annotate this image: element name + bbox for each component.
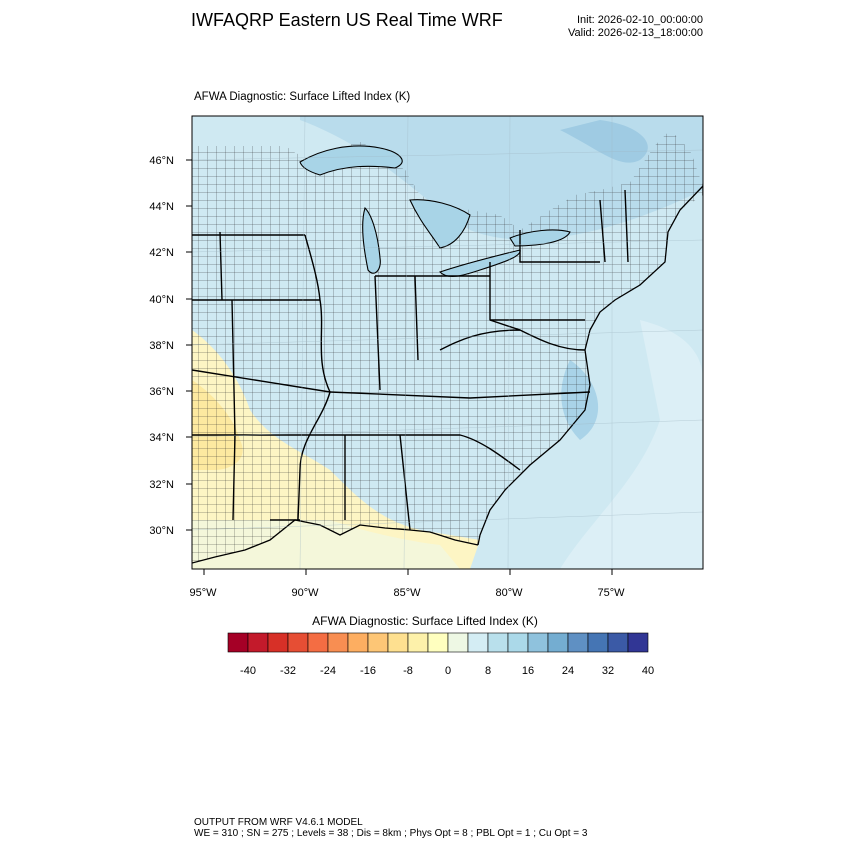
colorbar-tick-label: 16 bbox=[522, 665, 534, 677]
colorbar-tick-label: 32 bbox=[602, 665, 614, 677]
lake-huron bbox=[409, 199, 471, 249]
lake-ontario bbox=[509, 229, 571, 247]
lat-label: 32°N bbox=[149, 479, 174, 491]
colorbar-swatch bbox=[287, 632, 309, 653]
colorbar-swatch bbox=[467, 632, 489, 653]
field-most-stable-region bbox=[560, 120, 648, 163]
colorbar-swatch bbox=[607, 632, 629, 653]
lat-label: 46°N bbox=[149, 155, 174, 167]
lat-label: 40°N bbox=[149, 294, 174, 306]
map-area bbox=[192, 116, 703, 569]
colorbar-tick-label: -40 bbox=[240, 665, 256, 677]
colorbar-swatch bbox=[567, 632, 589, 653]
colorbar-tick-label: -32 bbox=[280, 665, 296, 677]
colorbar-tick-label: -8 bbox=[403, 665, 413, 677]
colorbar-swatch bbox=[327, 632, 349, 653]
lake-superior bbox=[299, 145, 403, 176]
plot-frame bbox=[191, 115, 704, 570]
page-title: IWFAQRP Eastern US Real Time WRF bbox=[191, 10, 503, 30]
lat-label: 34°N bbox=[149, 432, 174, 444]
lon-labels: 95°W 90°W 85°W 80°W 75°W bbox=[189, 587, 625, 599]
footer-config-info: WE = 310 ; SN = 275 ; Levels = 38 ; Dis … bbox=[194, 828, 588, 839]
colorbar-tick-label: -24 bbox=[320, 665, 336, 677]
colorbar-tick-label: 0 bbox=[445, 665, 451, 677]
colorbar-swatch bbox=[307, 632, 329, 653]
init-time-label: Init: 2026-02-10_00:00:00 bbox=[577, 14, 703, 26]
colorbar-swatch bbox=[587, 632, 609, 653]
colorbar-swatch bbox=[227, 632, 249, 653]
colorbar-swatch bbox=[547, 632, 569, 653]
graticule bbox=[192, 116, 703, 569]
colorbar-swatch bbox=[407, 632, 429, 653]
lon-label: 80°W bbox=[495, 587, 523, 599]
colorbar-swatch bbox=[487, 632, 509, 653]
lon-label: 85°W bbox=[393, 587, 421, 599]
colorbar-swatch bbox=[367, 632, 389, 653]
colorbar-tick-label: 24 bbox=[562, 665, 574, 677]
lake-michigan bbox=[362, 206, 381, 274]
colorbar bbox=[227, 632, 649, 653]
colorbar-swatch bbox=[387, 632, 409, 653]
lon-label: 95°W bbox=[189, 587, 217, 599]
colorbar-tick-label: 8 bbox=[485, 665, 491, 677]
colorbar-title: AFWA Diagnostic: Surface Lifted Index (K… bbox=[312, 614, 538, 628]
colorbar-swatch bbox=[527, 632, 549, 653]
lat-label: 44°N bbox=[149, 201, 174, 213]
colorbar-swatch bbox=[507, 632, 529, 653]
colorbar-tick-label: 40 bbox=[642, 665, 654, 677]
field-ocean bbox=[560, 320, 703, 569]
colorbar-swatch bbox=[267, 632, 289, 653]
colorbar-tick-label: -16 bbox=[360, 665, 376, 677]
colorbar-swatch bbox=[347, 632, 369, 653]
lat-label: 42°N bbox=[149, 247, 174, 259]
lat-label: 30°N bbox=[149, 525, 174, 537]
valid-time-label: Valid: 2026-02-13_18:00:00 bbox=[568, 27, 703, 39]
colorbar-swatch bbox=[427, 632, 449, 653]
axis-ticks bbox=[186, 159, 613, 575]
lat-label: 36°N bbox=[149, 386, 174, 398]
lon-label: 75°W bbox=[597, 587, 625, 599]
colorbar-labels: -40 -32 -24 -16 -8 0 8 16 24 32 40 bbox=[240, 665, 654, 677]
state-boundaries bbox=[192, 189, 629, 531]
lat-labels: 46°N 44°N 42°N 40°N 38°N 36°N 34°N 32°N … bbox=[149, 155, 174, 537]
footer-model-info: OUTPUT FROM WRF V4.6.1 MODEL bbox=[194, 817, 363, 828]
lat-label: 38°N bbox=[149, 340, 174, 352]
colorbar-swatch bbox=[447, 632, 469, 653]
colorbar-swatch bbox=[627, 632, 649, 653]
colorbar-swatch bbox=[247, 632, 269, 653]
plot-subtitle: AFWA Diagnostic: Surface Lifted Index (K… bbox=[194, 91, 411, 103]
lon-label: 90°W bbox=[291, 587, 319, 599]
